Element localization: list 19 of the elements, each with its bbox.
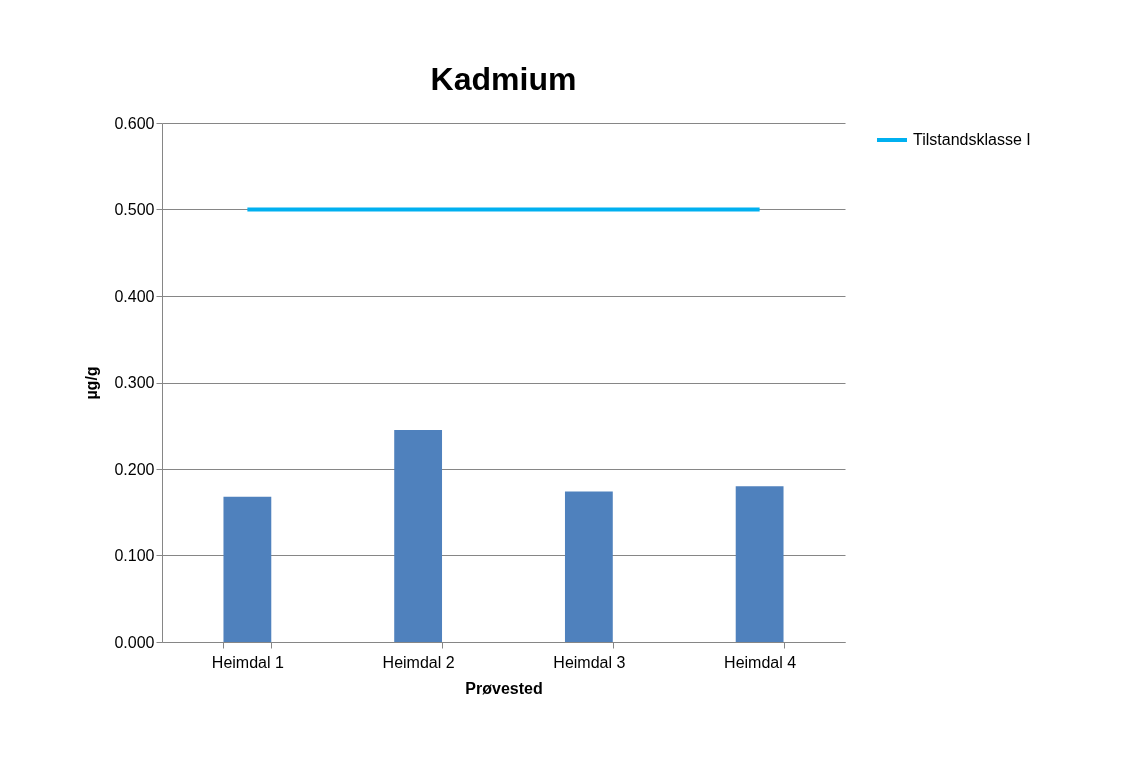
- bar: [735, 486, 784, 642]
- y-tick-label: 0.100: [114, 547, 155, 564]
- x-tick-label: Heimdal 1: [211, 653, 284, 671]
- chart-title: Kadmium: [430, 61, 577, 97]
- bar: [223, 496, 272, 642]
- y-axis-title: µg/g: [83, 366, 101, 400]
- y-tick-label: 0.500: [114, 201, 155, 218]
- bar: [394, 430, 443, 642]
- bar: [564, 491, 613, 642]
- y-tick-label: 0.000: [114, 633, 155, 651]
- legend-label: Tilstandsklasse I: [913, 131, 1031, 148]
- x-tick-label: Heimdal 4: [724, 653, 797, 671]
- y-tick-label: 0.400: [114, 287, 155, 305]
- y-tick-label: 0.600: [114, 114, 155, 132]
- y-tick-label: 0.200: [114, 460, 155, 478]
- x-tick-label: Heimdal 3: [553, 653, 626, 671]
- x-tick-label: Heimdal 2: [382, 653, 455, 671]
- x-axis-title: Prøvested: [465, 679, 543, 697]
- y-tick-label: 0.300: [114, 374, 155, 391]
